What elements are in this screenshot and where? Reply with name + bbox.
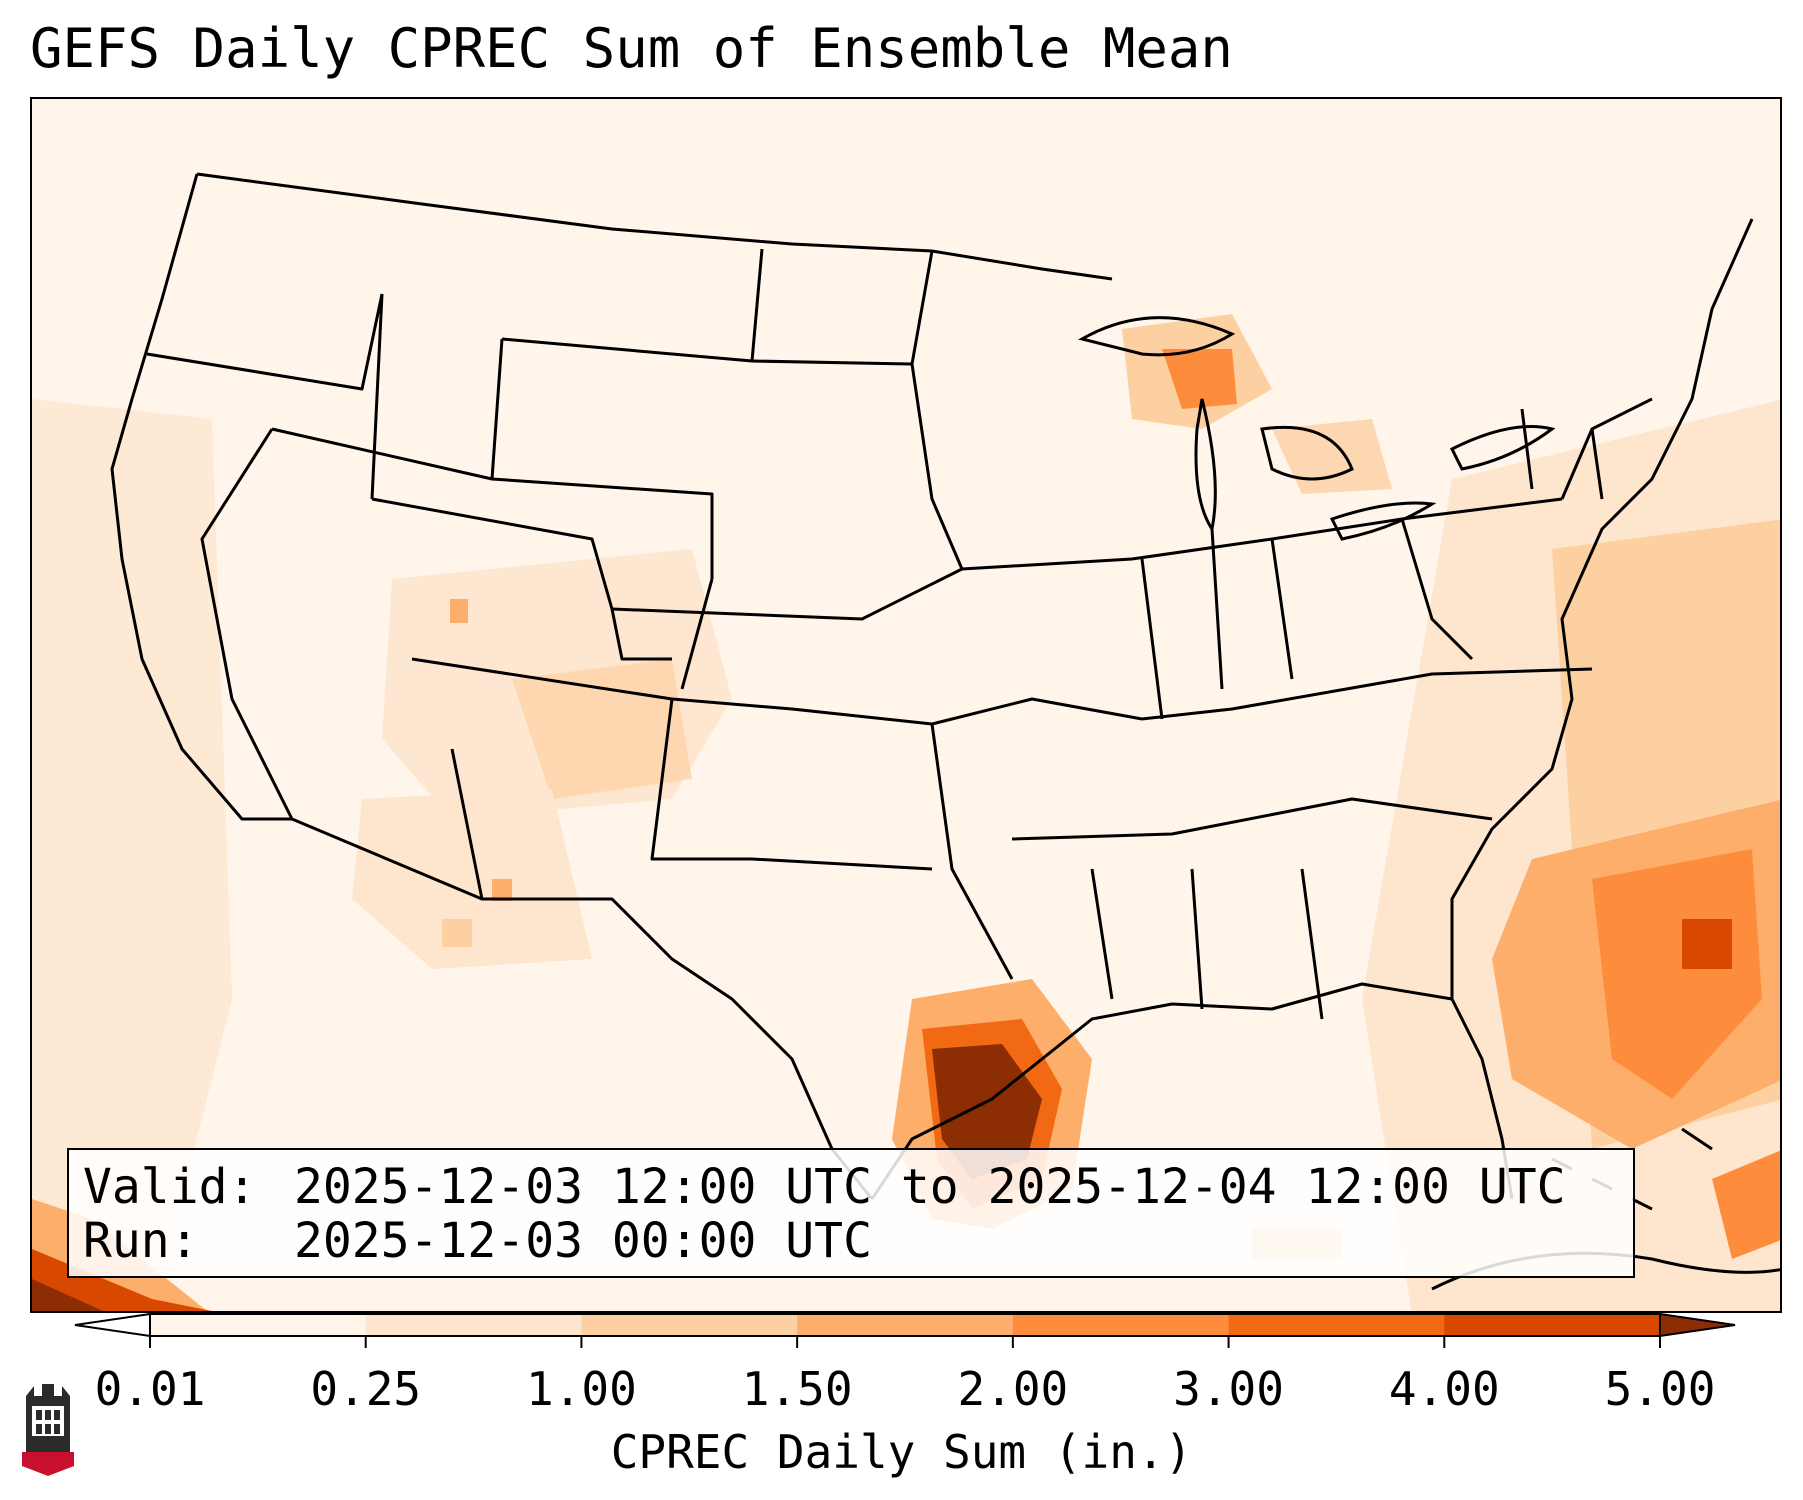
colorbar-tick-label: 0.01 [94,1362,206,1416]
colorbar-segment [1012,1314,1230,1336]
colorbar-tick-label: 1.50 [741,1362,853,1416]
run-label: Run: [83,1213,199,1269]
valid-label: Valid: [83,1159,257,1215]
colorbar-tick-label: 0.25 [310,1362,422,1416]
map-canvas [32,99,1780,1311]
valid-run-info-box: Valid: 2025-12-03 12:00 UTC to 2025-12-04… [67,1148,1635,1278]
colorbar-tick-label: 2.00 [957,1362,1069,1416]
colorbar-tick-label: 3.00 [1173,1362,1284,1416]
state-boundaries [110,172,1754,1200]
colorbar-extend-min [74,1312,151,1338]
colorbar-segment [1228,1314,1445,1336]
colorbar-tick-label: 1.00 [526,1362,637,1416]
map-title: GEFS Daily CPREC Sum of Ensemble Mean [30,17,1233,80]
colorbar [74,1312,1736,1348]
precip-shading [32,99,1780,1311]
valid-value: 2025-12-03 12:00 UTC to 2025-12-04 12:00… [294,1159,1566,1215]
colorbar-segment [581,1314,798,1336]
colorbar-segment [150,1314,367,1336]
run-row: Run: 2025-12-03 00:00 UTC [83,1214,1619,1268]
run-value: 2025-12-03 00:00 UTC [294,1213,872,1269]
colorbar-segment [1444,1314,1661,1336]
colorbar-tick-label: 5.00 [1604,1362,1716,1416]
precipitation-map [30,97,1782,1313]
colorbar-extend-max [1659,1312,1736,1338]
colorbar-segment [365,1314,582,1336]
valid-row: Valid: 2025-12-03 12:00 UTC to 2025-12-04… [83,1160,1619,1214]
great-lakes [1078,316,1556,541]
colorbar-segment [797,1314,1014,1336]
colorbar-tick-label: 4.00 [1388,1362,1500,1416]
niu-logo [22,1384,74,1476]
colorbar-label: CPREC Daily Sum (in.) [610,1425,1193,1479]
colorbar-outline [149,1313,1661,1337]
